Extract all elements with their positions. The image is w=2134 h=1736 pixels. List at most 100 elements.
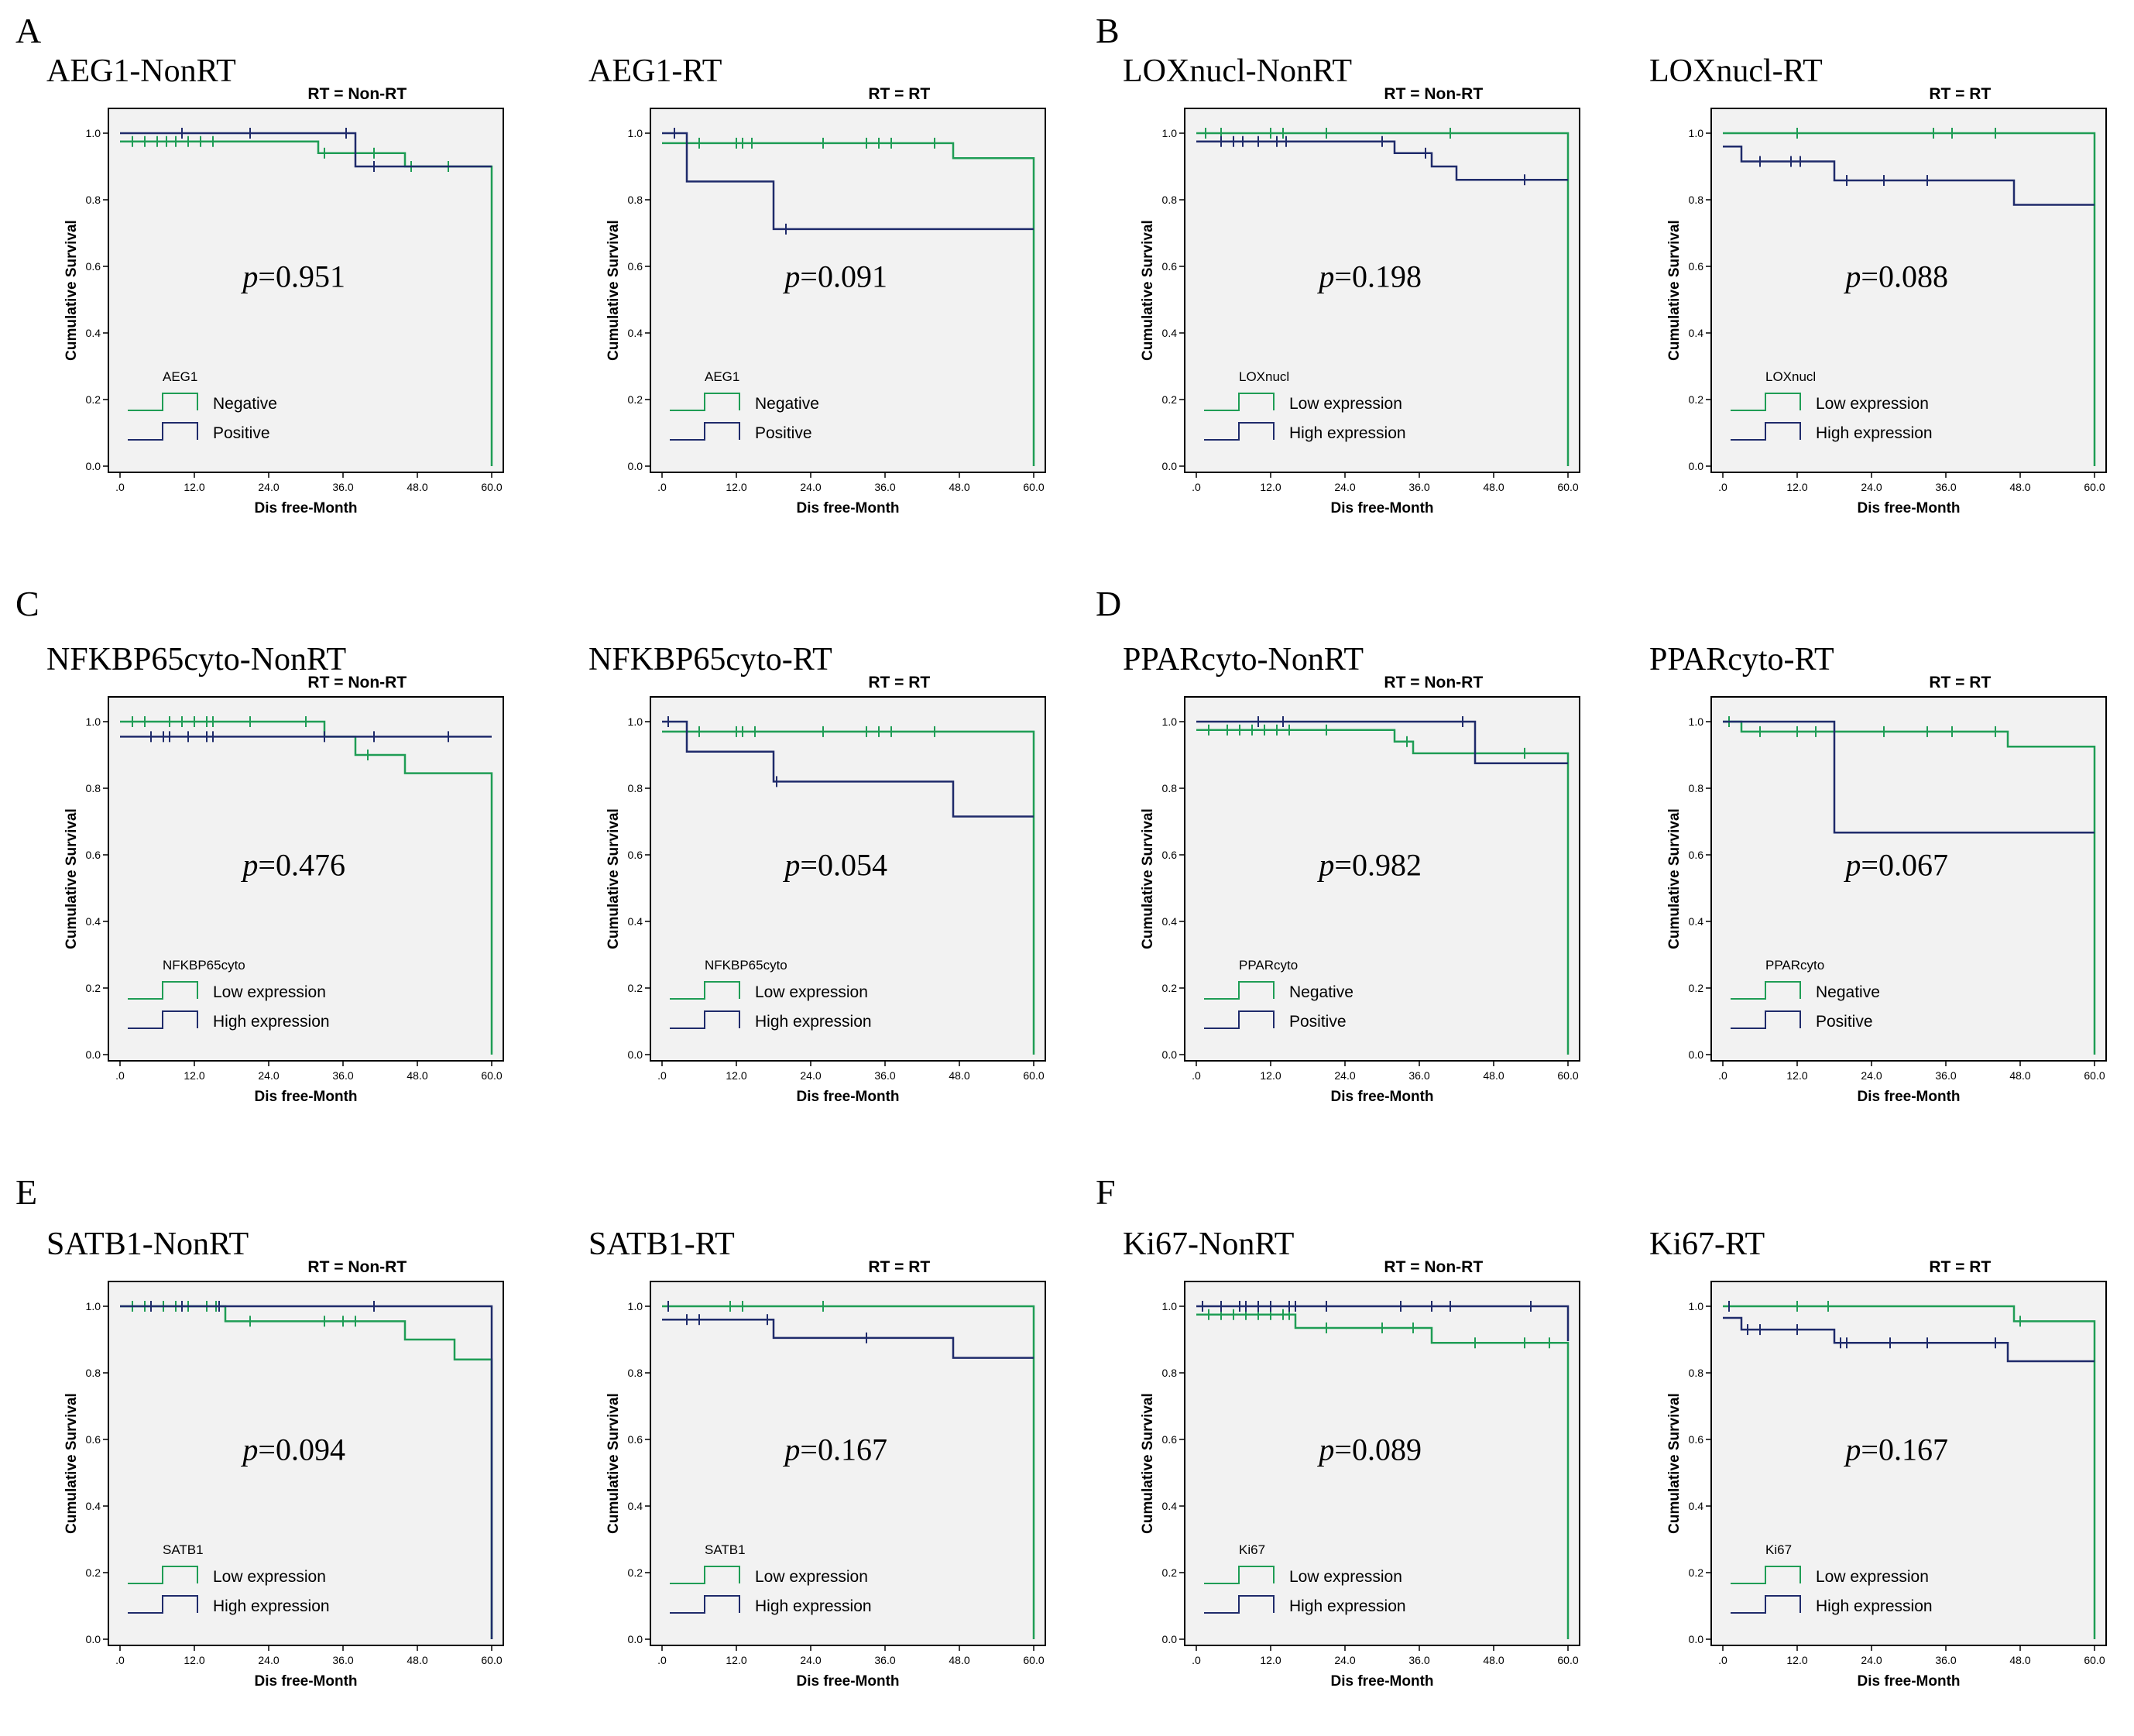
- legend-swatch: [670, 981, 740, 1000]
- x-tick-label: 24.0: [258, 1654, 279, 1666]
- survival-curve-group-1: [662, 142, 1035, 466]
- x-tick-label: 48.0: [949, 1654, 969, 1666]
- plot-area: [650, 1281, 1046, 1646]
- y-tick-label: 0.8: [86, 1367, 101, 1379]
- x-axis-label: Dis free-Month: [255, 1089, 358, 1105]
- y-tick-label: 0.8: [628, 194, 643, 206]
- y-tick-label: 0.2: [1162, 982, 1178, 994]
- x-tick-label: 36.0: [874, 1654, 895, 1666]
- y-tick-label: 0.2: [1689, 982, 1704, 994]
- legend-swatch: [1731, 1595, 1801, 1614]
- x-tick-label: 36.0: [1408, 1654, 1429, 1666]
- p-value-annotation: p=0.167: [782, 1432, 887, 1467]
- y-tick-label: 0.0: [86, 460, 101, 472]
- y-tick-label: 1.0: [1689, 1300, 1704, 1312]
- legend-swatch: [128, 981, 198, 1000]
- p-value: =0.951: [258, 259, 345, 293]
- x-tick-label: 36.0: [1408, 481, 1429, 493]
- legend-swatch: [1204, 393, 1275, 411]
- legend-label: Positive: [1816, 1013, 1873, 1031]
- x-tick-label: 36.0: [1408, 1069, 1429, 1082]
- x-tick-label: 60.0: [1023, 481, 1044, 493]
- survival-curve-group-1: [1196, 132, 1570, 466]
- y-tick-label: 0.8: [86, 194, 101, 206]
- x-tick-label: 36.0: [332, 481, 353, 493]
- y-axis-label: Cumulative Survival: [1666, 808, 1683, 949]
- p-value: =0.088: [1861, 259, 1948, 293]
- y-tick-label: 0.2: [86, 393, 101, 406]
- y-tick-label: 0.4: [1162, 915, 1178, 928]
- legend-swatch: [1204, 1566, 1275, 1584]
- x-tick-label: 60.0: [2084, 481, 2105, 493]
- y-axis-label: Cumulative Survival: [1666, 1393, 1683, 1534]
- x-tick-label: 12.0: [184, 481, 204, 493]
- p-value: =0.982: [1334, 847, 1422, 882]
- legend-label: High expression: [755, 1013, 872, 1031]
- y-axis-label: Cumulative Survival: [1140, 808, 1156, 949]
- y-axis-label: Cumulative Survival: [63, 1393, 80, 1534]
- chart-title: AEG1-NonRT: [46, 53, 236, 89]
- survival-curve-group-2: [1196, 140, 1568, 181]
- x-tick-label: 24.0: [1334, 1069, 1355, 1082]
- x-tick-label: 36.0: [332, 1069, 353, 1082]
- legend-title: NFKBP65cyto: [163, 958, 245, 973]
- legend-label: Negative: [1289, 983, 1353, 1001]
- chart-title: LOXnucl-NonRT: [1123, 53, 1352, 89]
- x-tick-label: .0: [1718, 1069, 1727, 1082]
- survival-curve-group-2: [662, 132, 1034, 231]
- panel-letter-b: B: [1096, 11, 1120, 50]
- legend-label: Negative: [1816, 983, 1880, 1001]
- survival-curve-group-2: [1196, 720, 1568, 764]
- legend-swatch: [670, 1010, 740, 1029]
- y-tick-label: 0.0: [1689, 1633, 1704, 1645]
- y-tick-label: 0.6: [1162, 1433, 1178, 1446]
- chart-title: PPARcyto-NonRT: [1123, 642, 1364, 678]
- p-value-annotation: p=0.089: [1316, 1432, 1422, 1467]
- y-axis-label: Cumulative Survival: [63, 808, 80, 949]
- legend-label: Low expression: [1289, 1568, 1402, 1586]
- legend-swatch: [1731, 1566, 1801, 1584]
- x-tick-label: 60.0: [1023, 1654, 1044, 1666]
- legend-label: Low expression: [1816, 395, 1929, 413]
- y-tick-label: 0.0: [1689, 460, 1704, 472]
- legend-swatch: [128, 422, 198, 441]
- p-symbol: p: [1843, 259, 1861, 293]
- km-plot-satb1-rt: SATB1-RT RT = RT 0.0 0.2 0.4 0.6 0.8 1.0 .0 12.0 2…: [588, 1227, 1046, 1690]
- x-axis-label: Dis free-Month: [1858, 1673, 1961, 1690]
- y-axis-label: Cumulative Survival: [63, 220, 80, 361]
- x-tick-label: .0: [115, 1069, 125, 1082]
- y-tick-label: 0.4: [628, 327, 643, 339]
- legend-swatch: [670, 1566, 740, 1584]
- x-axis-label: Dis free-Month: [255, 1673, 358, 1690]
- x-tick-label: 12.0: [726, 481, 746, 493]
- y-axis-label: Cumulative Survival: [1140, 220, 1156, 361]
- x-tick-label: 60.0: [2084, 1069, 2105, 1082]
- chart-title: NFKBP65cyto-RT: [588, 642, 832, 678]
- legend-swatch: [128, 1566, 198, 1584]
- plot-area: [108, 108, 504, 473]
- legend-swatch: [128, 393, 198, 411]
- y-tick-label: 0.6: [628, 1433, 643, 1446]
- x-axis-label: Dis free-Month: [1331, 1673, 1434, 1690]
- legend-label: Low expression: [1816, 1568, 1929, 1586]
- chart-title: NFKBP65cyto-NonRT: [46, 642, 346, 678]
- p-value-annotation: p=0.951: [240, 259, 345, 293]
- p-value-annotation: p=0.091: [782, 259, 887, 293]
- legend-label: Positive: [213, 424, 270, 442]
- panel-letter-e: E: [15, 1172, 37, 1212]
- legend-swatch: [128, 1010, 198, 1029]
- survival-curve-group-2: [1723, 145, 2095, 206]
- x-tick-label: 60.0: [1557, 481, 1578, 493]
- p-value: =0.167: [1861, 1432, 1948, 1467]
- x-tick-label: 24.0: [1861, 1069, 1882, 1082]
- y-tick-label: 0.6: [1162, 260, 1178, 273]
- y-tick-label: 0.0: [86, 1633, 101, 1645]
- km-plot-aeg1-rt: AEG1-RT RT = RT 0.0 0.2 0.4 0.6 0.8 1.0 .0 12.0 24…: [588, 53, 1046, 516]
- plot-area: [650, 696, 1046, 1062]
- legend-title: AEG1: [163, 369, 197, 384]
- y-tick-label: 0.4: [1689, 1500, 1704, 1512]
- x-tick-label: 48.0: [949, 1069, 969, 1082]
- legend-swatch: [128, 1595, 198, 1614]
- x-tick-label: 24.0: [800, 1654, 821, 1666]
